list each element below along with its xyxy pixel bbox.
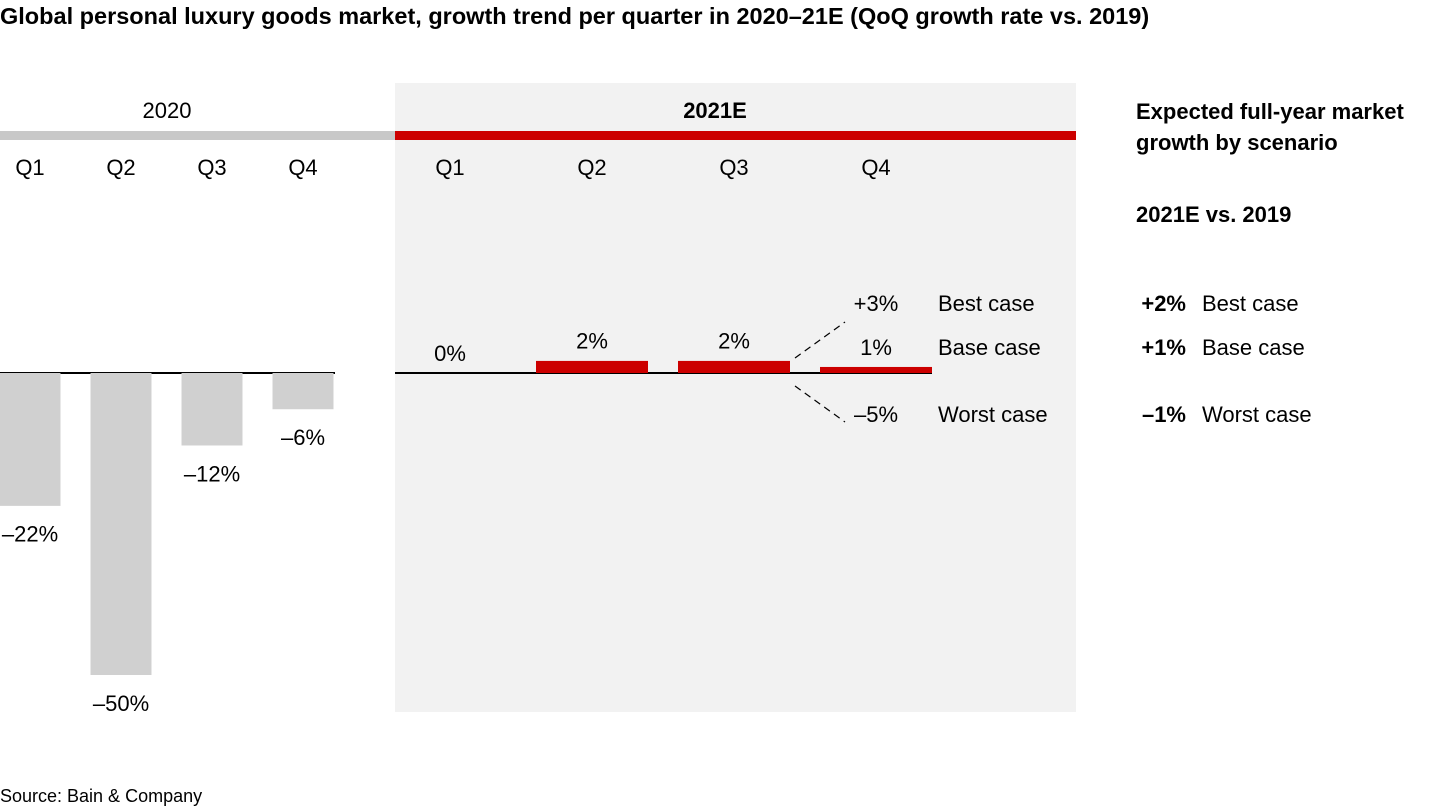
- bar: [678, 360, 790, 373]
- value-label: 1%: [860, 335, 892, 360]
- side-title-box: Expected full-year market growth by scen…: [1136, 99, 1404, 155]
- group-header-bar: [395, 131, 1076, 140]
- scenario-q4-label: –5%: [854, 402, 898, 427]
- value-label: –12%: [184, 461, 240, 486]
- value-label: –50%: [93, 691, 149, 716]
- value-label: –6%: [281, 425, 325, 450]
- bar: [820, 366, 932, 373]
- scenario-name: Base case: [938, 335, 1041, 360]
- full-year-scenario: Worst case: [1202, 402, 1312, 427]
- scenario-q4-label: +3%: [854, 291, 899, 316]
- x-tick-label: Q3: [719, 155, 748, 180]
- side-title: Expected full-year market growth by scen…: [1136, 99, 1404, 155]
- scenario-connector: [794, 385, 846, 423]
- bar: [536, 360, 648, 373]
- value-label: 0%: [434, 341, 466, 366]
- full-year-value: +2%: [1141, 291, 1186, 316]
- x-tick-label: Q4: [288, 155, 317, 180]
- x-tick-label: Q1: [15, 155, 44, 180]
- forecast-panel: [395, 83, 1076, 712]
- value-label: 2%: [576, 329, 608, 354]
- scenario-name: Worst case: [938, 402, 1048, 427]
- value-label: 2%: [718, 329, 750, 354]
- group-label: 2020: [143, 98, 192, 123]
- full-year-value: +1%: [1141, 335, 1186, 360]
- bar: [181, 373, 243, 446]
- x-tick-label: Q2: [577, 155, 606, 180]
- bar: [0, 373, 61, 506]
- x-tick-label: Q4: [861, 155, 890, 180]
- group-label: 2021E: [683, 98, 747, 123]
- scenario-name: Best case: [938, 291, 1035, 316]
- x-tick-label: Q3: [197, 155, 226, 180]
- full-year-value: –1%: [1142, 402, 1186, 427]
- source: Source: Bain & Company: [0, 786, 202, 806]
- bar: [90, 373, 152, 675]
- full-year-scenario: Base case: [1202, 335, 1305, 360]
- value-label: –22%: [2, 522, 58, 547]
- x-tick-label: Q2: [106, 155, 135, 180]
- group-header-bar: [0, 131, 395, 140]
- side-subtitle: 2021E vs. 2019: [1136, 202, 1291, 227]
- bar: [272, 373, 334, 410]
- full-year-scenario: Best case: [1202, 291, 1299, 316]
- scenario-connector: [794, 321, 846, 359]
- chart-title: Global personal luxury goods market, gro…: [0, 3, 1149, 29]
- x-tick-label: Q1: [435, 155, 464, 180]
